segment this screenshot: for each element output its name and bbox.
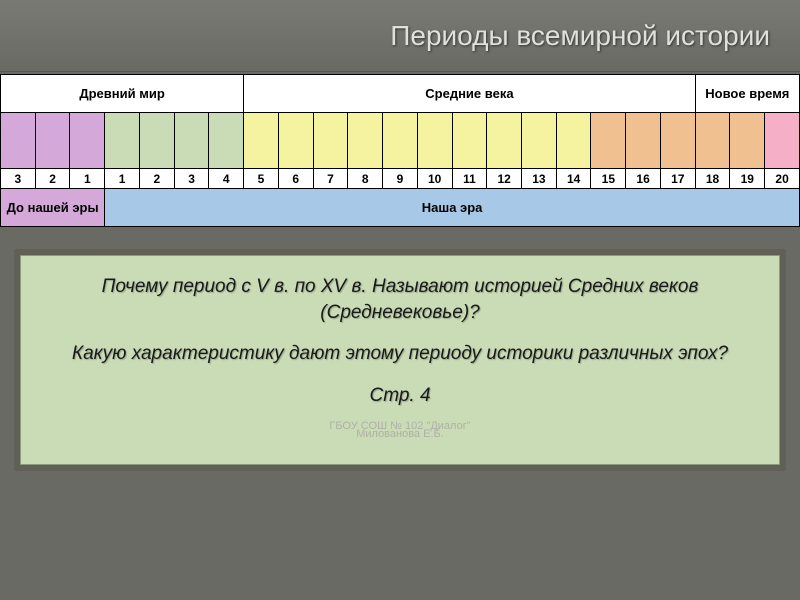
color-cell <box>660 113 695 169</box>
century-cell: 3 <box>174 169 209 189</box>
era-row: До нашей эрыНаша эра <box>1 189 800 227</box>
century-cell: 5 <box>244 169 279 189</box>
color-cell <box>244 113 279 169</box>
color-cell <box>35 113 70 169</box>
color-cell <box>626 113 661 169</box>
century-cell: 10 <box>417 169 452 189</box>
color-cell <box>174 113 209 169</box>
text-panel-frame: Почему период с V в. по XV в. Называют и… <box>14 249 786 471</box>
color-cell <box>70 113 105 169</box>
century-cell: 6 <box>278 169 313 189</box>
color-cell <box>278 113 313 169</box>
century-cell: 12 <box>487 169 522 189</box>
century-cell: 16 <box>626 169 661 189</box>
color-cell <box>139 113 174 169</box>
color-cell <box>105 113 140 169</box>
color-cell <box>591 113 626 169</box>
color-cell <box>522 113 557 169</box>
color-cell <box>695 113 730 169</box>
century-cell: 7 <box>313 169 348 189</box>
period-header-cell: Новое время <box>695 75 799 113</box>
text-panel: Почему период с V в. по XV в. Называют и… <box>20 255 780 465</box>
color-cell <box>765 113 800 169</box>
color-cell <box>1 113 36 169</box>
color-cell <box>487 113 522 169</box>
century-cell: 1 <box>70 169 105 189</box>
page-ref: Стр. 4 <box>41 383 759 409</box>
title-bar: Периоды всемирной истории <box>0 0 800 72</box>
period-header-row: Древний мирСредние векаНовое время <box>1 75 800 113</box>
color-cell <box>209 113 244 169</box>
color-cell <box>417 113 452 169</box>
century-cell: 9 <box>383 169 418 189</box>
century-cell: 4 <box>209 169 244 189</box>
color-band-row <box>1 113 800 169</box>
century-cell: 17 <box>660 169 695 189</box>
era-cell: До нашей эры <box>1 189 105 227</box>
century-cell: 8 <box>348 169 383 189</box>
color-cell <box>556 113 591 169</box>
era-cell: Наша эра <box>105 189 800 227</box>
slide: Периоды всемирной истории Древний мирСре… <box>0 0 800 600</box>
century-cell: 3 <box>1 169 36 189</box>
timeline-table: Древний мирСредние векаНовое время 32112… <box>0 74 800 227</box>
question-1: Почему период с V в. по XV в. Называют и… <box>41 274 759 325</box>
period-header-cell: Средние века <box>244 75 696 113</box>
century-cell: 2 <box>35 169 70 189</box>
color-cell <box>730 113 765 169</box>
footer-author: Милованова Е.Б. <box>41 427 759 442</box>
century-cell: 1 <box>105 169 140 189</box>
century-cell: 18 <box>695 169 730 189</box>
century-cell: 14 <box>556 169 591 189</box>
century-number-row: 3211234567891011121314151617181920 <box>1 169 800 189</box>
century-cell: 19 <box>730 169 765 189</box>
color-cell <box>452 113 487 169</box>
color-cell <box>383 113 418 169</box>
slide-title: Периоды всемирной истории <box>390 20 770 52</box>
century-cell: 13 <box>522 169 557 189</box>
color-cell <box>313 113 348 169</box>
period-header-cell: Древний мир <box>1 75 244 113</box>
century-cell: 15 <box>591 169 626 189</box>
century-cell: 20 <box>765 169 800 189</box>
question-2: Какую характеристику дают этому периоду … <box>41 341 759 367</box>
century-cell: 2 <box>139 169 174 189</box>
century-cell: 11 <box>452 169 487 189</box>
color-cell <box>348 113 383 169</box>
